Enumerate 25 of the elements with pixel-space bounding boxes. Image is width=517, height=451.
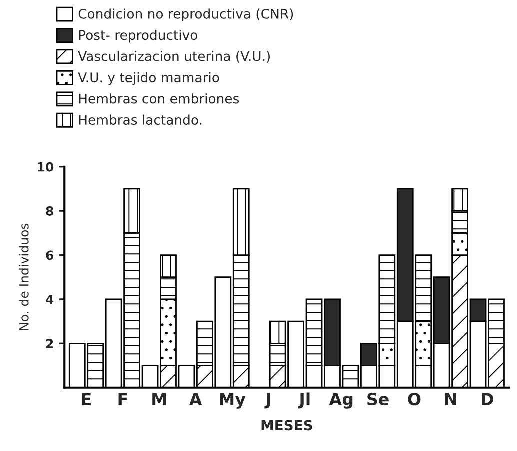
legend-label: V.U. y tejido mamario <box>78 72 220 86</box>
x-axis-title: MESES <box>262 420 312 431</box>
x-tick-label: F <box>118 393 128 406</box>
x-tick-label: D <box>482 393 494 406</box>
legend-label: Vascularizacion uterina (V.U.) <box>78 51 270 63</box>
x-tick-label: Se <box>368 393 389 406</box>
x-tick-label: My <box>220 393 246 409</box>
x-tick-label: E <box>82 393 91 406</box>
x-tick-label: M <box>152 393 166 406</box>
x-tick-label: J <box>264 393 270 409</box>
y-tick-label: 6 <box>46 250 54 260</box>
y-tick-label: 2 <box>46 339 54 348</box>
y-tick-label: 4 <box>46 295 54 304</box>
y-tick-label: 8 <box>46 206 54 216</box>
y-tick-label: 10 <box>38 162 54 172</box>
legend-label: Hembras lactando. <box>79 114 202 126</box>
x-tick-label: Ag <box>329 393 353 409</box>
legend-label: Condicion no reproductiva (CNR) <box>78 8 294 22</box>
x-tick-label: A <box>189 393 202 406</box>
legend-label: Post- reproductivo <box>79 30 198 43</box>
legend-label: Hembras con embriones <box>79 94 240 104</box>
x-tick-label: Jl <box>298 392 310 409</box>
y-axis-title: No. de Individuos <box>19 224 29 330</box>
x-tick-label: N <box>445 393 456 406</box>
x-tick-label: O <box>408 393 421 406</box>
